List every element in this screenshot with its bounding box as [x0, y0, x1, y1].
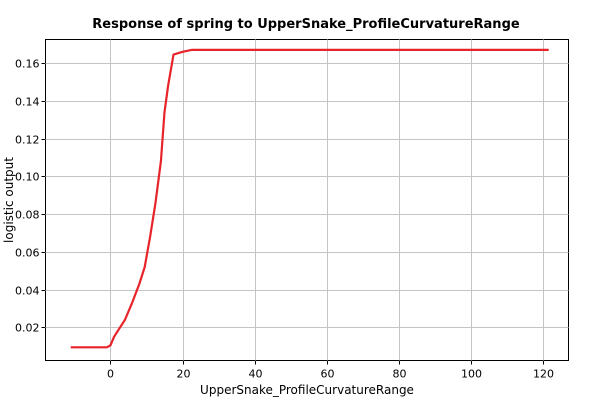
y-tick-label: 0.02	[15, 322, 40, 335]
x-tick-label: 80	[393, 368, 407, 381]
chart-title: Response of spring to UpperSnake_Profile…	[92, 17, 520, 32]
plot-area	[45, 39, 569, 361]
response-curve	[70, 48, 549, 349]
series-layer	[70, 48, 549, 349]
x-tick-label: 120	[533, 368, 554, 381]
x-tick-label: 100	[461, 368, 482, 381]
y-tick-label: 0.16	[15, 58, 40, 71]
x-tick-label: 20	[177, 368, 191, 381]
grid-lines	[45, 39, 569, 361]
y-tick-label: 0.06	[15, 247, 40, 260]
x-tick-label: 0	[107, 368, 114, 381]
x-axis-label: UpperSnake_ProfileCurvatureRange	[200, 383, 414, 397]
x-tick-label: 40	[249, 368, 263, 381]
y-axis-label: logistic output	[2, 157, 16, 243]
y-tick-label: 0.04	[15, 285, 40, 298]
axis-ticks: 0 20 40 60 80 100 120 0.02 0.04 0.06 0.08 0.10 0.12 0…	[15, 58, 554, 381]
y-tick-label: 0.10	[15, 171, 40, 184]
y-tick-label: 0.08	[15, 209, 40, 222]
x-tick-label: 60	[321, 368, 335, 381]
y-tick-label: 0.14	[15, 96, 40, 109]
y-tick-label: 0.12	[15, 134, 40, 147]
